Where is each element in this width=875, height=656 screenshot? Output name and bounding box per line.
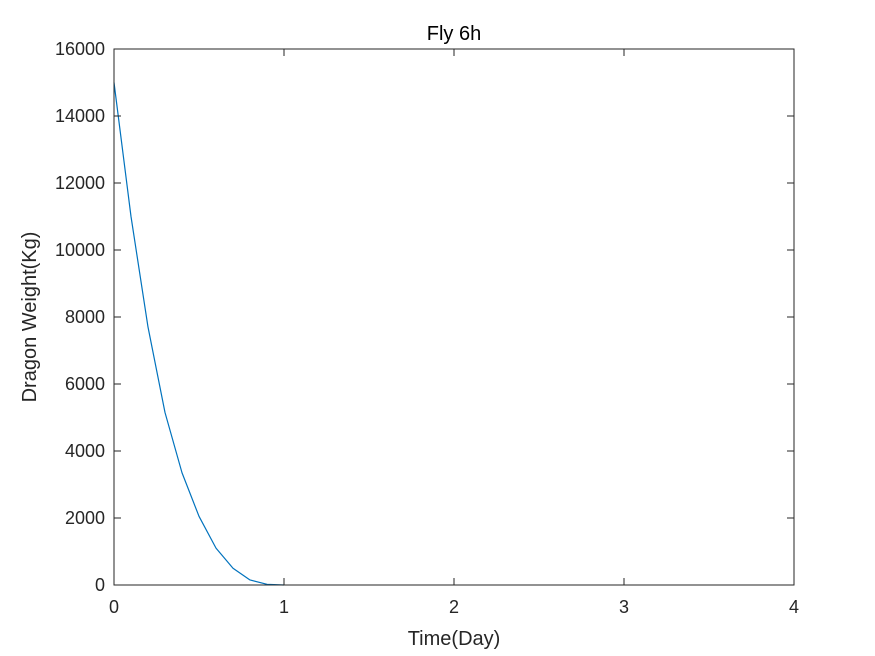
y-tick-label: 6000 xyxy=(65,374,105,394)
x-tick-label: 2 xyxy=(449,597,459,617)
x-tick-label: 3 xyxy=(619,597,629,617)
x-tick-label: 4 xyxy=(789,597,799,617)
x-tick-label: 0 xyxy=(109,597,119,617)
x-axis-label: Time(Day) xyxy=(408,628,501,650)
y-tick-label: 4000 xyxy=(65,441,105,461)
x-tick-label: 1 xyxy=(279,597,289,617)
y-tick-label: 0 xyxy=(95,575,105,595)
y-axis: 0 2000 4000 6000 8000 10000 12000 14000 16000 xyxy=(55,39,794,595)
x-axis: 0 1 2 3 4 xyxy=(109,49,799,617)
y-axis-label: Dragon Weight(Kg) xyxy=(19,232,41,403)
y-tick-label: 12000 xyxy=(55,173,105,193)
y-tick-label: 10000 xyxy=(55,240,105,260)
y-tick-label: 8000 xyxy=(65,307,105,327)
chart-title: Fly 6h xyxy=(427,23,481,45)
series-line xyxy=(113,82,285,586)
chart-marks xyxy=(113,82,285,586)
plot-area xyxy=(114,49,794,585)
y-tick-label: 14000 xyxy=(55,106,105,126)
y-tick-label: 2000 xyxy=(65,508,105,528)
y-tick-label: 16000 xyxy=(55,39,105,59)
